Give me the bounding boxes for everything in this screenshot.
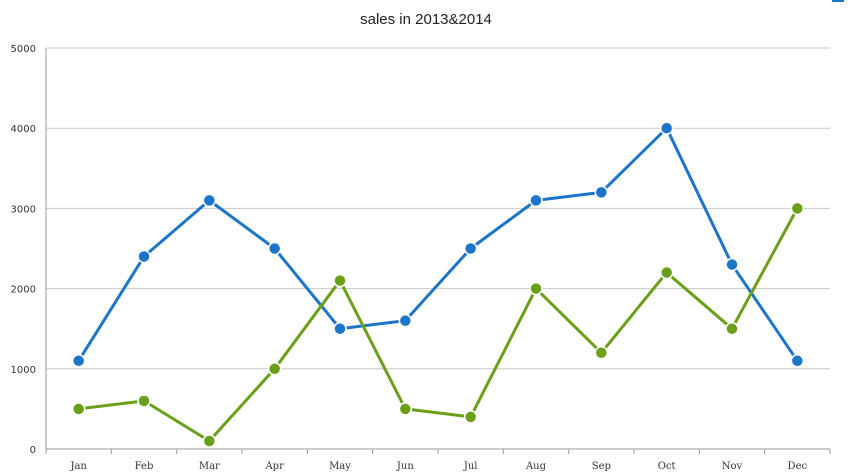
data-point[interactable] [333, 321, 347, 336]
x-axis-ticks: Jan Feb Mar Apr May Jun Jul Aug Sep Oct Nov Dec [69, 461, 807, 472]
x-tick-label: Nov [722, 461, 743, 472]
data-point[interactable] [267, 241, 282, 256]
y-tick-label: 0 [30, 445, 36, 456]
data-point[interactable] [267, 362, 282, 376]
x-tick-label: Mar [199, 461, 220, 472]
x-tick-label: Oct [658, 461, 676, 472]
axes [45, 48, 831, 454]
corner-marker-icon [832, 0, 844, 2]
data-point[interactable] [398, 313, 413, 328]
x-tick-label: Dec [788, 461, 808, 472]
data-point[interactable] [202, 193, 217, 208]
data-point[interactable] [659, 121, 674, 135]
data-point[interactable] [333, 273, 347, 288]
data-point[interactable] [529, 193, 543, 208]
data-point[interactable] [463, 410, 478, 424]
data-point[interactable] [137, 394, 151, 408]
x-tick-label: Jun [396, 461, 414, 472]
data-point[interactable] [725, 257, 739, 272]
x-tick-label: Aug [525, 461, 547, 472]
x-tick-label: Apr [264, 461, 284, 472]
y-axis-ticks: 0 1000 2000 3000 4000 5000 [11, 44, 36, 456]
chart-title: sales in 2013&2014 [360, 11, 492, 28]
y-tick-label: 1000 [11, 365, 36, 376]
data-point[interactable] [594, 346, 609, 360]
data-point[interactable] [790, 354, 805, 368]
series [71, 121, 805, 448]
data-point[interactable] [137, 249, 151, 264]
gridlines [46, 47, 830, 370]
y-tick-label: 5000 [11, 44, 36, 55]
series-2 [71, 201, 805, 448]
y-tick-label: 3000 [11, 204, 36, 215]
data-point[interactable] [71, 354, 86, 368]
x-tick-label: May [329, 461, 351, 472]
data-point[interactable] [463, 241, 478, 256]
data-point[interactable] [398, 402, 413, 416]
data-point[interactable] [594, 185, 609, 200]
data-point[interactable] [529, 281, 543, 296]
y-tick-label: 2000 [11, 285, 36, 296]
data-point[interactable] [790, 201, 805, 216]
x-tick-label: Jan [69, 461, 87, 472]
x-tick-label: Sep [592, 461, 611, 472]
series-line [77, 206, 799, 443]
data-point[interactable] [659, 265, 674, 280]
x-tick-label: Jul [463, 461, 478, 472]
series-1 [71, 121, 805, 368]
x-tick-label: Feb [135, 461, 154, 472]
y-tick-label: 4000 [11, 124, 36, 135]
series-line [77, 126, 799, 363]
data-point[interactable] [725, 321, 739, 336]
data-point[interactable] [71, 402, 86, 416]
data-point[interactable] [202, 434, 217, 448]
